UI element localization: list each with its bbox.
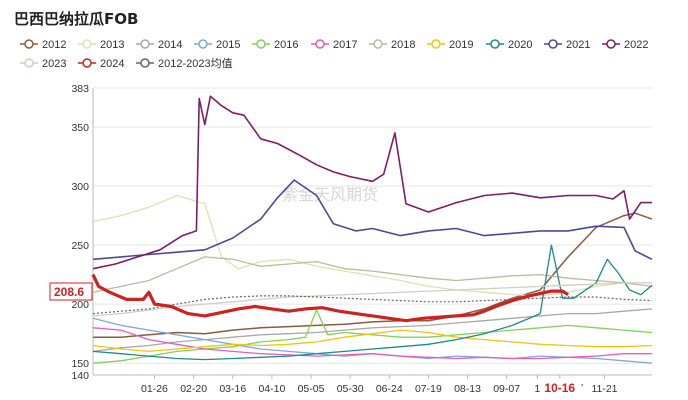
legend[interactable]: 2012 2013 2014 2015 2016 2017 2018 2019 2020 2021… [20,39,648,70]
y-tick-label: 200 [71,299,89,311]
y-tick-label: 250 [71,240,89,252]
legend-swatch-marker [606,39,616,49]
x-tick-label: 06-24 [376,383,403,395]
x-tick-label-highlight: 10-16 [544,381,575,395]
series-layer [91,95,653,364]
x-tick-label: 11-21 [591,383,617,395]
x-tick-label: 09-07 [493,383,520,395]
grid [93,87,652,364]
legend-item-2016[interactable]: 2016 [252,39,298,51]
legend-label: 2015 [216,39,240,51]
series-line-2013 [92,194,652,297]
legend-swatch-marker [140,58,150,68]
x-tick-label: 04-10 [258,383,285,395]
callout-box [49,282,93,301]
legend-swatch-marker [82,39,92,49]
y-tick-label: 350 [71,122,89,134]
series-line-2019 [92,329,653,353]
legend-label: 2014 [158,39,182,51]
series-line-2018 [92,256,653,293]
legend-label: 2018 [391,39,415,51]
watermark: 紫金天风期货 [282,185,378,204]
legend-item-2013[interactable]: 2013 [78,39,124,51]
legend-item-2022[interactable]: 2022 [602,39,648,51]
legend-label: 2017 [333,39,357,51]
x-tick-label: 05-05 [298,383,325,395]
series-line-2012 [93,212,653,338]
chart-title: 巴西巴纳拉瓜FOB [14,10,138,28]
x-tick-label: 05-30 [337,383,364,395]
legend-item-2018[interactable]: 2018 [369,39,415,51]
legend-label: 2019 [449,39,473,51]
legend-label: 2021 [566,39,590,51]
y-tick-label: 140 [71,370,89,382]
x-tick-label: 02-20 [180,383,207,395]
x-tick-label: 03-16 [219,383,246,395]
value-callout: 208.6 [49,282,93,301]
legend-label: 2016 [274,39,298,51]
legend-item-2023[interactable]: 2023 [20,58,66,70]
legend-item-2021[interactable]: 2021 [544,39,590,51]
legend-label: 2012 [42,39,66,51]
series-line-2017 [92,327,652,360]
legend-item-2012-2023均值[interactable]: 2012-2023均值 [136,57,233,70]
legend-swatch-marker [315,39,325,49]
legend-label: 2020 [508,39,532,51]
series-line-2016 [92,309,653,364]
callout-value: 208.6 [54,285,84,299]
x-tick-label: 01-26 [141,383,168,395]
x-axis: 01-26 02-20 03-16 04-10 05-05 05-30 06-24 07-19… [93,374,652,395]
series-line-2012-2023均值 [92,295,653,315]
series-line-2023 [92,282,652,317]
legend-swatch-marker [198,39,208,49]
y-tick-label: 150 [71,358,89,370]
series-line-2022 [92,95,652,270]
series-line-2024 [91,273,569,323]
legend-swatch-marker [373,39,383,49]
legend-swatch-marker [431,39,441,49]
legend-swatch-marker [24,58,34,68]
legend-label: 2022 [624,39,648,51]
x-tick-label: 1 [534,383,540,395]
x-tick-label: 08-13 [454,383,481,395]
legend-swatch-marker [490,39,500,49]
x-extra-label: ' [581,382,583,394]
legend-item-2015[interactable]: 2015 [194,39,240,51]
legend-item-2014[interactable]: 2014 [136,39,182,51]
legend-item-2019[interactable]: 2019 [427,39,473,51]
legend-swatch-marker [256,39,266,49]
series-line-2014 [92,308,653,353]
series-line-2021 [92,179,653,261]
legend-label: 2024 [100,58,124,70]
legend-swatch-marker [548,39,558,49]
legend-item-2017[interactable]: 2017 [311,39,357,51]
x-tick-label: 07-19 [415,383,442,395]
legend-swatch-marker [24,39,34,49]
legend-item-2020[interactable]: 2020 [486,39,532,51]
y-tick-label: 383 [71,83,89,95]
legend-label: 2012-2023均值 [158,57,233,70]
legend-label: 2023 [42,58,66,70]
y-tick-label: 300 [71,181,89,193]
legend-item-2012[interactable]: 2012 [20,39,66,51]
legend-label: 2013 [100,39,124,51]
legend-swatch-marker [82,58,92,68]
legend-swatch-marker [140,39,150,49]
legend-item-2024[interactable]: 2024 [78,58,124,70]
series-line-2020 [92,244,653,361]
